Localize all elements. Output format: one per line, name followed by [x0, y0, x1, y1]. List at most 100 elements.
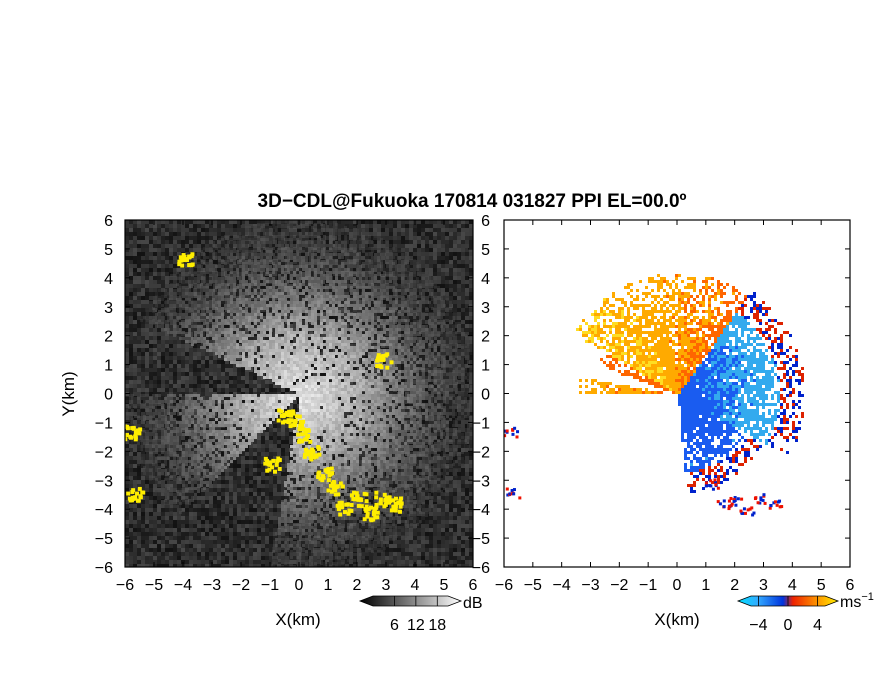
- mask-pixel: [378, 497, 383, 502]
- mask-pixel: [178, 255, 183, 260]
- mask-pixel: [326, 467, 331, 472]
- mask-pixel: [138, 494, 143, 499]
- y-tick-label: −3: [472, 473, 490, 490]
- mask-pixel: [294, 414, 299, 419]
- mask-pixel: [371, 512, 376, 517]
- colorbar-tick-label: 0: [784, 617, 793, 634]
- mask-pixel: [333, 492, 338, 497]
- mask-pixel: [383, 502, 388, 507]
- mask-pixel: [275, 459, 280, 464]
- mask-pixel: [129, 498, 134, 503]
- mask-pixel: [316, 445, 321, 450]
- mask-pixel: [277, 458, 282, 463]
- x-tick-label: 5: [440, 577, 449, 594]
- mask-pixel: [376, 353, 381, 358]
- mask-pixel: [338, 500, 343, 505]
- mask-pixel: [335, 484, 340, 489]
- y-tick-label: −6: [472, 560, 490, 577]
- mask-pixel: [320, 478, 325, 483]
- colorbar-tick-label: 6: [390, 617, 399, 634]
- x-tick-label: −5: [524, 577, 542, 594]
- x-tick-label: 2: [730, 577, 739, 594]
- y-tick-label: 1: [104, 358, 113, 375]
- colorbar-tick-label: −4: [749, 617, 767, 634]
- mask-pixel: [309, 453, 314, 458]
- y-tick-label: −2: [95, 444, 113, 461]
- mask-pixel: [340, 484, 345, 489]
- mask-pixel: [338, 512, 343, 517]
- mask-pixel: [383, 353, 388, 358]
- left-x-axis-label: X(km): [275, 610, 320, 629]
- mask-pixel: [336, 492, 341, 497]
- mask-pixel: [277, 408, 282, 413]
- mask-pixel: [297, 414, 302, 419]
- mask-pixel: [365, 511, 370, 516]
- mask-pixel: [125, 437, 128, 442]
- mask-pixel: [274, 462, 279, 467]
- mask-pixel: [177, 262, 182, 267]
- y-tick-label: −4: [472, 502, 490, 519]
- mask-pixel: [279, 409, 284, 414]
- mask-pixel: [263, 456, 268, 461]
- mask-pixel: [364, 492, 369, 497]
- mask-pixel: [330, 481, 335, 486]
- mask-pixel: [297, 438, 302, 443]
- mask-pixel: [375, 510, 380, 515]
- mask-pixel: [352, 490, 357, 495]
- mask-pixel: [284, 410, 289, 415]
- mask-pixel: [130, 495, 135, 500]
- mask-pixel: [338, 481, 343, 486]
- mask-pixel: [265, 468, 270, 473]
- mask-pixel: [398, 501, 403, 506]
- mask-pixel: [306, 449, 311, 454]
- mask-pixel: [384, 499, 389, 504]
- mask-pixel: [374, 502, 379, 507]
- y-tick-label: 3: [481, 300, 490, 317]
- colorbar-tick-label: 18: [428, 617, 446, 634]
- mask-pixel: [373, 515, 378, 520]
- mask-pixel: [273, 469, 278, 474]
- left-colorbar-bar: [358, 595, 463, 607]
- mask-pixel: [397, 509, 402, 514]
- mask-pixel: [302, 437, 307, 442]
- x-tick-label: 3: [382, 577, 391, 594]
- y-tick-label: −3: [95, 473, 113, 490]
- mask-pixel: [277, 466, 282, 471]
- mask-pixel: [393, 504, 398, 509]
- y-tick-label: 3: [104, 300, 113, 317]
- yellow-mask: [125, 252, 404, 523]
- mask-pixel: [190, 262, 195, 267]
- y-tick-label: 0: [481, 387, 490, 404]
- mask-pixel: [302, 427, 307, 432]
- mask-pixel: [289, 418, 294, 423]
- mask-pixel: [358, 497, 363, 502]
- right-colorbar: −4 0 4 ms−1: [736, 591, 874, 634]
- left-colorbar: 6 12 18 dB: [358, 595, 483, 634]
- mask-pixel: [133, 430, 138, 435]
- y-tick-label: −1: [95, 415, 113, 432]
- mask-pixel: [293, 423, 298, 428]
- mask-pixel: [131, 425, 136, 430]
- mask-pixel: [311, 449, 316, 454]
- y-tick-label: 5: [481, 242, 490, 259]
- mask-pixel: [316, 475, 321, 480]
- mask-pixel: [296, 432, 301, 437]
- x-tick-label: 2: [353, 577, 362, 594]
- left-axis-ticks: −6 −5 −4 −3 −2 −1 0 1 2 3 4 5 6 −6 −5 −4 −3 −2 −1 0 1 2 3 4 5 6: [95, 213, 478, 594]
- x-tick-label: 3: [759, 577, 768, 594]
- mask-pixel: [298, 419, 303, 424]
- mask-pixel: [337, 507, 342, 512]
- x-tick-label: −3: [203, 577, 221, 594]
- mask-pixel: [131, 488, 136, 493]
- y-tick-label: 6: [481, 213, 490, 230]
- right-x-axis-label: X(km): [654, 610, 699, 629]
- mask-pixel: [279, 413, 284, 418]
- mask-pixel: [393, 501, 398, 506]
- y-tick-label: −5: [95, 531, 113, 548]
- x-tick-label: 0: [295, 577, 304, 594]
- mask-pixel: [369, 518, 374, 523]
- y-tick-label: 4: [481, 271, 490, 288]
- mask-pixel: [301, 419, 306, 424]
- mask-pixel: [270, 465, 275, 470]
- y-tick-label: −6: [95, 560, 113, 577]
